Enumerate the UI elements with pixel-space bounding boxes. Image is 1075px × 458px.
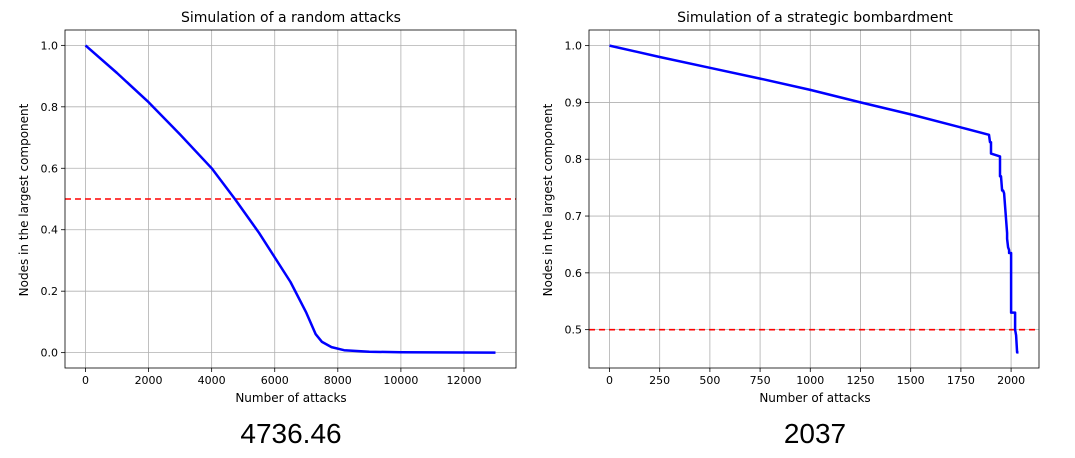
x-tick-label: 2000: [135, 374, 163, 387]
chart-title: Simulation of a random attacks: [181, 10, 401, 26]
x-tick-label: 1250: [846, 374, 874, 387]
y-tick-label: 0.9: [565, 96, 583, 109]
x-tick-label: 750: [750, 374, 771, 387]
plot-frame: [64, 29, 517, 369]
series-line: [609, 44, 1019, 354]
x-axis-label: Number of attacks: [759, 391, 870, 405]
x-tick-label: 4000: [198, 374, 226, 387]
y-tick-label: 0.7: [565, 210, 583, 223]
chart-title: Simulation of a strategic bombardment: [677, 10, 953, 26]
y-tick-label: 0.0: [41, 347, 59, 360]
strategic-bombardment-chart: Simulation of a strategic bombardment Nu…: [541, 10, 1040, 405]
y-axis-label: Nodes in the largest component: [17, 103, 31, 296]
x-tick-label: 1500: [897, 374, 925, 387]
plot-frame: [588, 29, 1040, 369]
random-attacks-chart: Simulation of a random attacks Number of…: [17, 10, 517, 405]
random-attacks-result: 4736.46: [240, 418, 342, 449]
x-tick-label: 0: [606, 374, 613, 387]
y-tick-label: 1.0: [41, 39, 59, 52]
x-tick-label: 1750: [947, 374, 975, 387]
y-tick-label: 0.6: [41, 162, 59, 175]
x-tick-label: 6000: [261, 374, 289, 387]
strategic-bombardment-result: 2037: [783, 418, 847, 449]
x-tick-label: 10000: [383, 374, 418, 387]
y-axis-label: Nodes in the largest component: [541, 103, 555, 296]
series-line: [84, 44, 496, 354]
y-tick-label: 0.6: [565, 267, 583, 280]
x-tick-label: 2000: [997, 374, 1025, 387]
y-tick-label: 0.8: [565, 153, 583, 166]
x-tick-label: 12000: [446, 374, 481, 387]
x-tick-label: 0: [82, 374, 89, 387]
y-tick-label: 0.5: [565, 324, 583, 337]
y-tick-label: 0.4: [41, 224, 59, 237]
x-tick-label: 500: [699, 374, 720, 387]
x-axis-label: Number of attacks: [235, 391, 346, 405]
y-tick-label: 0.2: [41, 285, 59, 298]
y-tick-label: 1.0: [565, 40, 583, 53]
y-tick-label: 0.8: [41, 101, 59, 114]
x-tick-label: 250: [649, 374, 670, 387]
x-tick-label: 8000: [324, 374, 352, 387]
x-tick-label: 1000: [796, 374, 824, 387]
